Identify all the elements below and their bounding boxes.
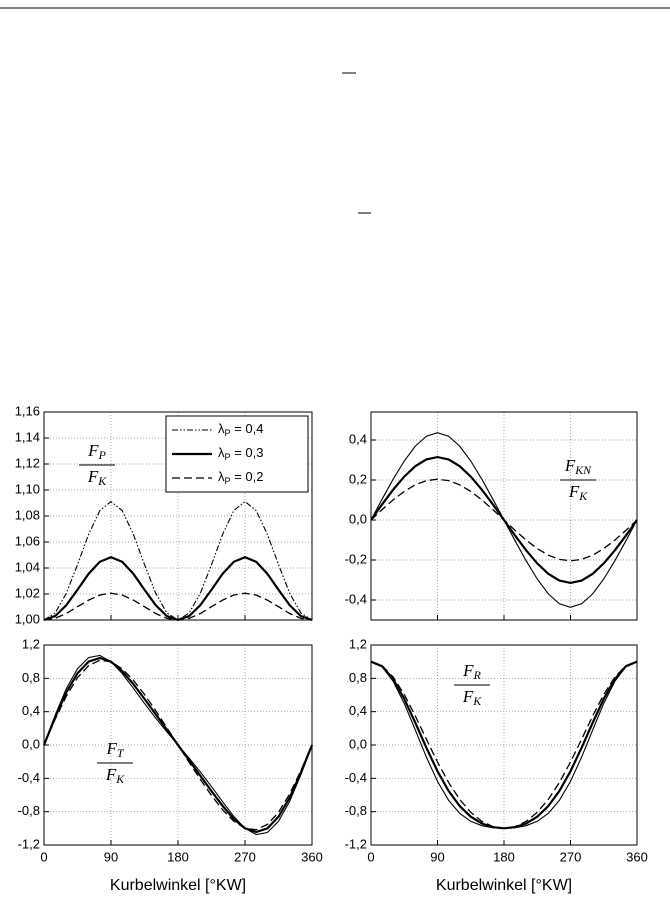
y-tick-label: 0,0 — [349, 736, 367, 751]
y-tick-label: 0,0 — [22, 736, 40, 751]
y-tick-label: 0,4 — [349, 703, 367, 718]
annotation-numerator: FKN — [564, 456, 592, 477]
y-tick-label: 1,06 — [15, 533, 40, 548]
annotation-numerator: FR — [462, 661, 481, 682]
series-line — [370, 478, 638, 562]
y-tick-label: 0,8 — [22, 670, 40, 685]
y-tick-label: -0,4 — [18, 770, 40, 785]
y-tick-label: -0,2 — [345, 551, 367, 566]
x-tick-label: 270 — [234, 849, 256, 864]
annotation-denominator: FK — [105, 765, 125, 786]
x-tick-label: 0 — [40, 849, 47, 864]
series-line — [43, 592, 313, 621]
y-tick-label: -0,8 — [345, 803, 367, 818]
legend-label: λP = 0,2 — [218, 469, 263, 486]
y-tick-label: 1,00 — [15, 611, 40, 626]
annotation-denominator: FK — [462, 687, 482, 708]
series-line — [370, 661, 638, 829]
y-tick-label: 1,16 — [15, 403, 40, 418]
annotation-denominator: FK — [568, 482, 588, 503]
y-tick-label: 1,04 — [15, 559, 40, 574]
legend-label: λP = 0,3 — [218, 445, 263, 462]
legend-label: λP = 0,4 — [218, 421, 263, 438]
y-tick-label: 1,14 — [15, 429, 40, 444]
x-axis-label: Kurbelwinkel [°KW] — [110, 877, 246, 894]
annotation-numerator: FP — [87, 441, 106, 462]
annotation-denominator: FK — [87, 467, 107, 488]
x-tick-label: 90 — [430, 849, 444, 864]
y-tick-label: 1,08 — [15, 507, 40, 522]
y-tick-label: 0,4 — [22, 703, 40, 718]
y-tick-label: 0,4 — [349, 431, 367, 446]
y-tick-label: 0,8 — [349, 670, 367, 685]
x-tick-label: 180 — [167, 849, 189, 864]
y-tick-label: 0,0 — [349, 511, 367, 526]
plot-frame — [370, 644, 638, 846]
x-tick-label: 360 — [301, 849, 323, 864]
y-tick-label: 0,2 — [349, 471, 367, 486]
y-tick-label: -0,4 — [345, 770, 367, 785]
y-tick-label: 1,12 — [15, 455, 40, 470]
x-axis-label: Kurbelwinkel [°KW] — [436, 877, 572, 894]
x-tick-label: 270 — [560, 849, 582, 864]
plot-frame — [370, 411, 638, 621]
x-tick-label: 360 — [626, 849, 648, 864]
y-tick-label: 1,10 — [15, 481, 40, 496]
y-tick-label: -0,8 — [18, 803, 40, 818]
y-tick-label: 1,02 — [15, 585, 40, 600]
x-tick-label: 180 — [493, 849, 515, 864]
y-tick-label: -1,2 — [345, 836, 367, 851]
annotation-numerator: FT — [105, 739, 124, 760]
y-tick-label: -1,2 — [18, 836, 40, 851]
y-tick-label: -0,4 — [345, 591, 367, 606]
y-tick-label: 1,2 — [349, 636, 367, 651]
x-tick-label: 90 — [104, 849, 118, 864]
y-tick-label: 1,2 — [22, 636, 40, 651]
series-line — [43, 659, 313, 831]
x-tick-label: 0 — [367, 849, 374, 864]
